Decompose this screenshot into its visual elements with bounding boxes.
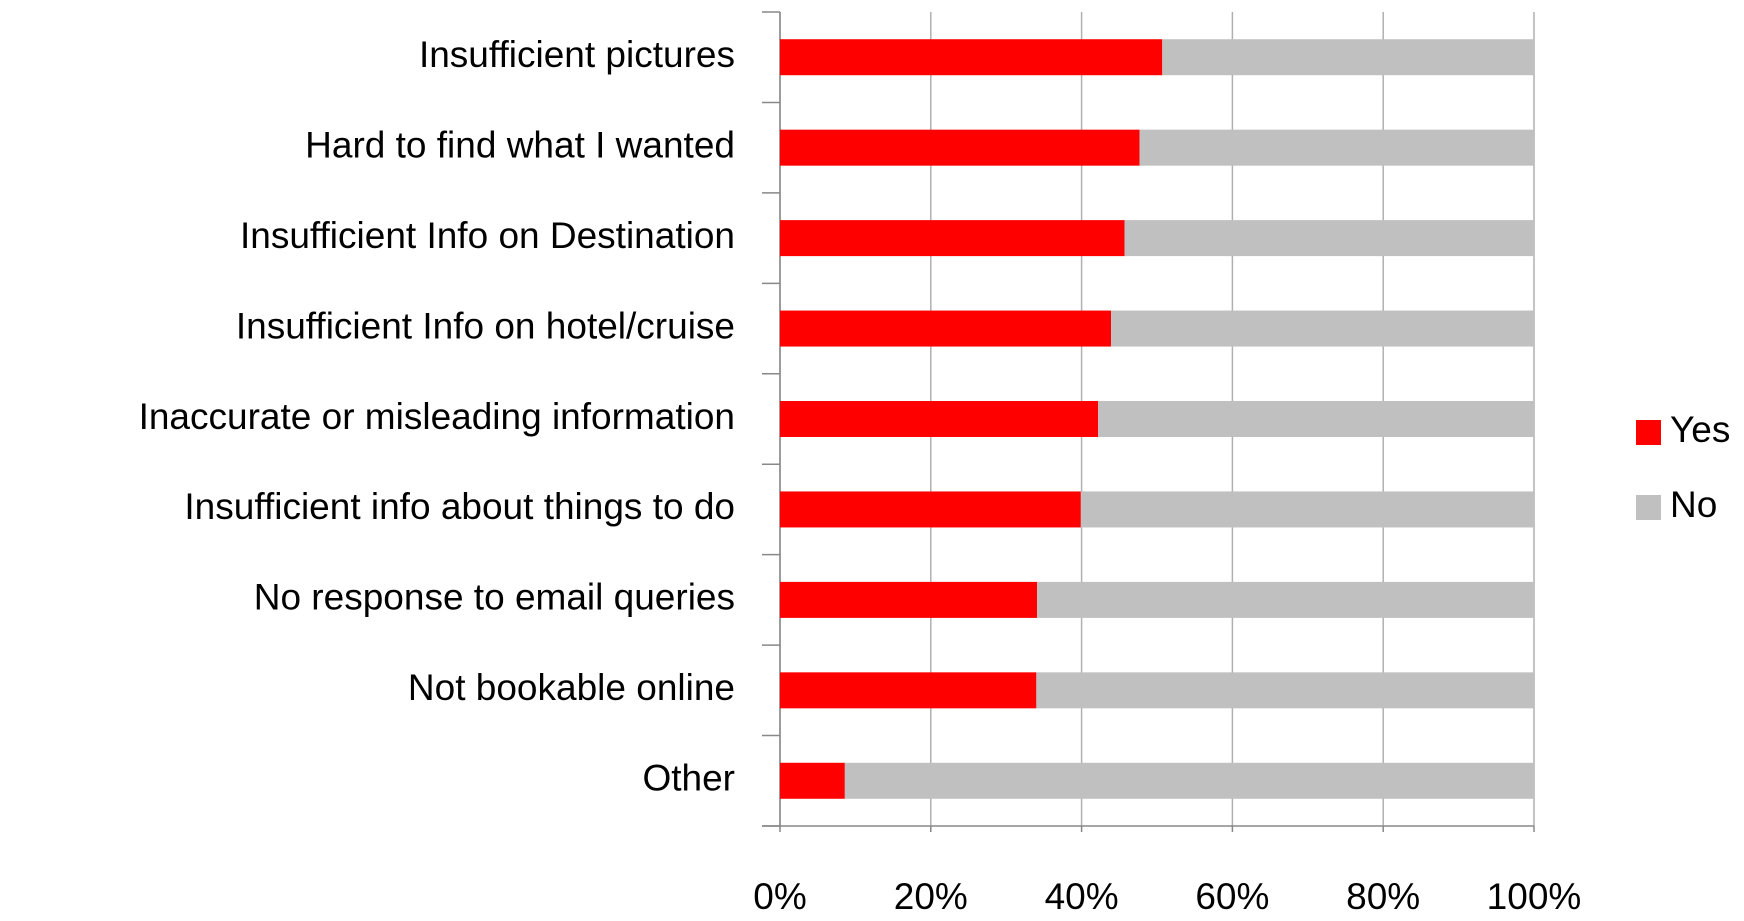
- legend-label: Yes: [1670, 409, 1730, 450]
- y-tick-label: Hard to find what I wanted: [305, 124, 735, 165]
- bar-segment: [780, 762, 845, 799]
- bar-segment: [844, 762, 1534, 799]
- y-tick-label: Inaccurate or misleading information: [139, 396, 735, 437]
- bar-segment: [780, 672, 1037, 709]
- bar-segment: [1111, 310, 1534, 347]
- y-tick-label: Other: [642, 758, 735, 799]
- legend-swatch: [1636, 495, 1661, 520]
- x-tick-label: 80%: [1346, 876, 1420, 917]
- bar-segment: [780, 491, 1081, 528]
- bar-segment: [780, 581, 1038, 618]
- bar-segment: [780, 129, 1140, 166]
- x-tick-label: 40%: [1045, 876, 1119, 917]
- y-tick-label: Insufficient Info on hotel/cruise: [236, 305, 735, 346]
- bar-segment: [1080, 491, 1534, 528]
- x-tick-label: 100%: [1487, 876, 1582, 917]
- legend-swatch: [1636, 420, 1661, 445]
- y-tick-label: Insufficient pictures: [419, 34, 735, 75]
- bar-segment: [780, 220, 1125, 257]
- y-tick-label: Not bookable online: [408, 667, 735, 708]
- y-tick-label: Insufficient info about things to do: [184, 486, 735, 527]
- bar-segment: [780, 39, 1163, 76]
- legend-label: No: [1670, 484, 1717, 525]
- x-tick-label: 60%: [1195, 876, 1269, 917]
- y-tick-label: No response to email queries: [254, 577, 735, 618]
- bar-segment: [1162, 39, 1534, 76]
- bar-segment: [1139, 129, 1534, 166]
- bar-segment: [1037, 581, 1534, 618]
- x-tick-label: 0%: [753, 876, 806, 917]
- x-tick-label: 20%: [894, 876, 968, 917]
- bar-segment: [1124, 220, 1534, 257]
- bar-segment: [1098, 401, 1534, 437]
- bar-segment: [1036, 672, 1534, 709]
- y-tick-label: Insufficient Info on Destination: [240, 215, 735, 256]
- bar-segment: [780, 401, 1099, 437]
- bar-segment: [780, 310, 1112, 347]
